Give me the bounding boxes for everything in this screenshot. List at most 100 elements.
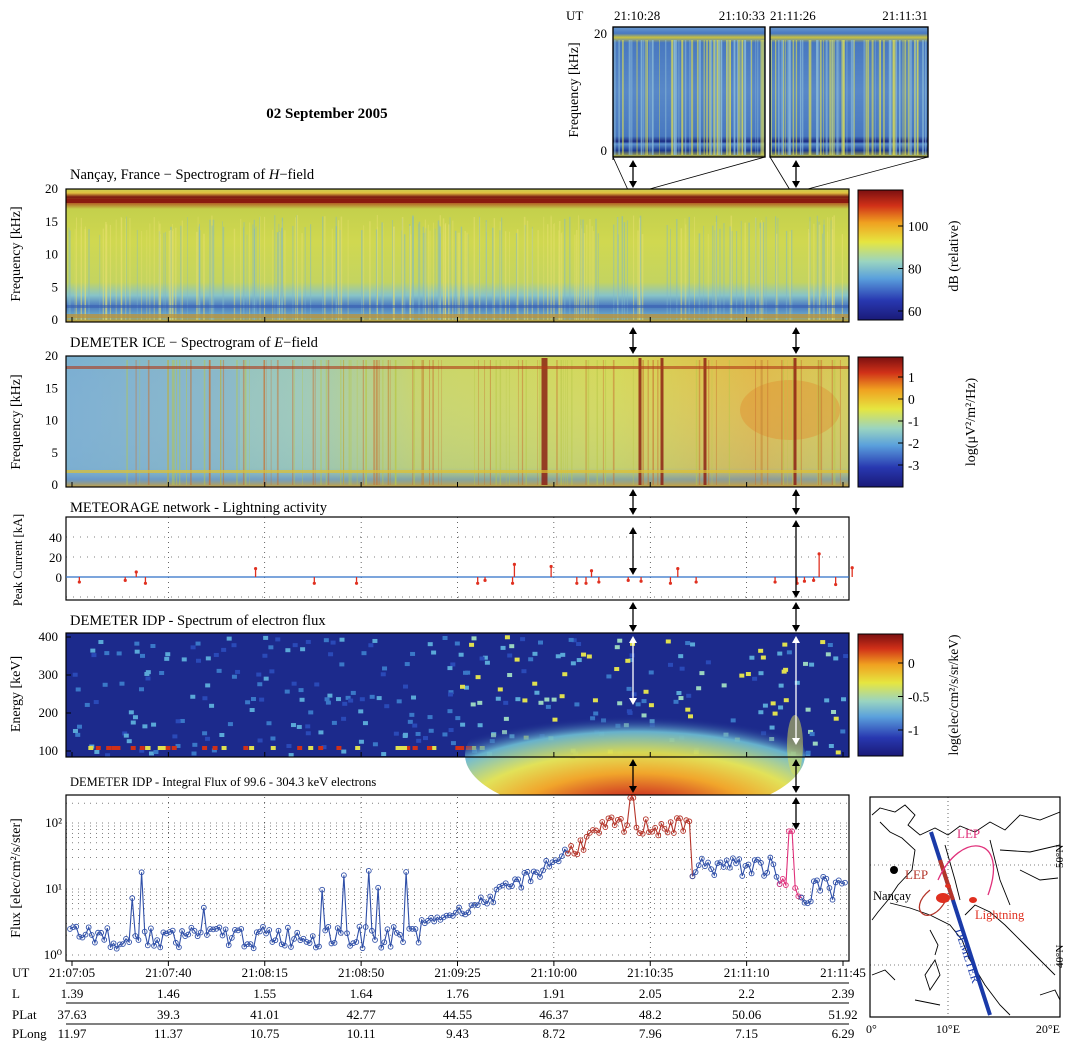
flux-point [636,830,643,836]
flux-point [764,869,771,876]
flux-point [835,877,842,884]
flux-point [496,883,503,890]
axis-plong-value: 7.15 [735,1026,758,1041]
ice-title: DEMETER ICE − Spectrogram of E−field [70,335,319,351]
flux-point [70,924,76,930]
axis-L-value: 2.05 [639,986,662,1001]
flux-point [179,928,185,934]
ice-cb-tick: -1 [908,414,919,429]
flux-point [761,873,767,879]
meteorage-title: METEORAGE network - Lightning activity [70,500,328,516]
flux-point [415,939,422,946]
flux-point [313,944,319,951]
flux-point [471,902,478,908]
flux-point [425,917,431,924]
axis-ut-tick: 21:10:35 [627,965,673,980]
flux-point [166,929,173,935]
idp-spectrum-ylabel: Energy [keV] [9,656,24,732]
nancay-cb-tick: 60 [908,304,922,319]
axis-L-value: 1.55 [253,986,276,1001]
flux-line [779,830,802,899]
idp-spectrum-panel: DEMETER IDP - Spectrum of electron flux … [9,613,961,820]
flux-point [446,912,453,919]
flux-point [225,942,232,948]
zoom-ylabel: Frequency [kHz] [567,42,582,137]
flux-point [677,815,683,822]
axis-ut-tick: 21:09:25 [434,965,480,980]
flux-point [232,927,238,933]
meteorage-ylabel: Peak Current [kA] [11,514,25,606]
zoom-ut-label: UT [566,8,583,23]
meteorage-panel: METEORAGE network - Lightning activity P… [11,500,854,606]
ice-cb-tick: -2 [908,436,919,451]
axis-plat-value: 51.92 [828,1007,857,1022]
flux-point [79,934,86,941]
flux-line [692,855,781,885]
flux-point [552,857,559,863]
nancay-ytick: 5 [52,279,59,294]
flux-point [250,945,257,952]
flux-title: DEMETER IDP - Integral Flux of 99.6 - 30… [70,775,376,789]
ice-ytick: 20 [45,348,58,363]
flux-point [534,869,540,876]
flux-point [758,860,764,866]
flux-point [599,819,606,825]
flux-point [88,932,95,938]
flux-point [767,854,774,861]
flux-point [176,944,182,951]
flux-point [263,930,269,937]
flux-point [235,927,241,934]
flux-point [817,887,823,894]
nancay-ytick: 20 [45,181,58,196]
flux-point [275,927,282,934]
flux-point [509,883,515,890]
axis-plong-value: 7.96 [639,1026,662,1041]
flux-point [160,929,167,936]
flux-point [141,928,148,935]
flux-point [627,795,634,801]
flux-point [583,833,590,840]
flux-point [512,876,518,883]
flux-ytick-10: 10¹ [45,881,62,896]
flux-point [148,925,154,932]
meteorage-ytick: 20 [49,550,62,565]
flux-point [646,829,652,835]
ice-cb-tick: 1 [908,370,915,385]
axis-ut-tick: 21:08:50 [338,965,384,980]
flux-point [792,885,799,891]
flux-point [107,944,114,950]
flux-point [306,940,313,946]
flux-point [120,941,126,947]
lep-segment [938,859,955,901]
flux-point [733,860,739,867]
zoom-time-1: 21:10:28 [614,8,660,23]
nancay-title: Nançay, France − Spectrogram of H−field [70,167,315,183]
flux-point [247,941,254,947]
flux-point [540,867,546,874]
flux-point [698,855,705,862]
flux-point [110,940,117,947]
axis-L-label: L [12,986,20,1001]
flux-point [238,926,245,932]
flux-point [590,827,596,833]
nancay-panel: Nançay, France − Spectrogram of H−field … [9,167,962,327]
flux-point [811,878,817,885]
lep-arrow-upper [937,845,995,896]
ice-stripes [66,358,849,485]
flux-point [285,924,291,931]
flux-point [686,818,693,825]
axis-ut-tick: 21:10:00 [531,965,577,980]
flux-point [393,930,400,936]
event-arrows [629,160,800,830]
flux-point [621,829,627,835]
flux-point [596,830,602,836]
flux-point [309,933,316,939]
lep-arrow-lower [918,889,947,916]
flux-point [518,884,525,891]
flux-point [642,816,649,823]
flux-point [502,880,509,887]
flux-point [353,939,360,945]
zoom-time-4: 21:11:31 [882,8,928,23]
flux-point [755,856,761,863]
